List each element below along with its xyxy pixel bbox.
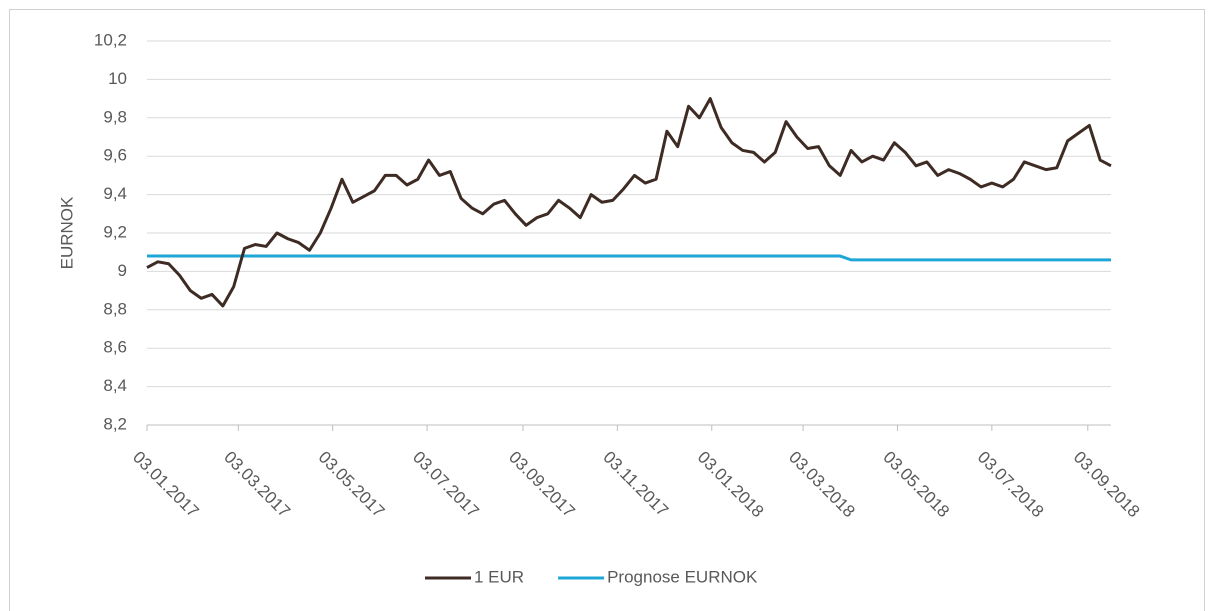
y-tick-label: 9,8 — [103, 107, 127, 126]
x-tick-label: 03.07.2018 — [974, 448, 1048, 522]
x-tick-label: 03.01.2017 — [129, 448, 203, 522]
y-tick-label: 8,2 — [103, 414, 127, 433]
x-tick-label: 03.09.2018 — [1070, 448, 1144, 522]
y-tick-label: 9,2 — [103, 222, 127, 241]
y-tick-label: 9,6 — [103, 146, 127, 165]
y-tick-label: 10,2 — [94, 30, 127, 49]
x-tick-label: 03.03.2017 — [220, 448, 294, 522]
x-tick-label: 03.07.2017 — [409, 448, 483, 522]
legend-label: Prognose EURNOK — [607, 567, 758, 586]
y-axis-label: EURNOK — [57, 196, 76, 269]
y-tick-label: 8,4 — [103, 376, 127, 395]
y-tick-label: 10 — [108, 69, 127, 88]
data-line — [146, 97, 1112, 308]
x-tick-label: 03.11.2017 — [599, 448, 672, 521]
x-tick-label: 03.05.2017 — [315, 448, 389, 522]
x-tick-label: 03.01.2018 — [694, 448, 768, 522]
data-line — [147, 254, 1111, 262]
chart-frame — [9, 9, 1205, 611]
y-tick-label: 9,4 — [103, 184, 127, 203]
y-tick-label: 8,8 — [103, 299, 127, 318]
x-tick-label: 03.03.2018 — [785, 448, 859, 522]
x-tick-label: 03.09.2017 — [505, 448, 579, 522]
x-tick-label: 03.05.2018 — [879, 448, 953, 522]
y-tick-label: 8,6 — [103, 338, 127, 357]
legend-label: 1 EUR — [474, 567, 524, 586]
y-tick-label: 9 — [118, 261, 127, 280]
